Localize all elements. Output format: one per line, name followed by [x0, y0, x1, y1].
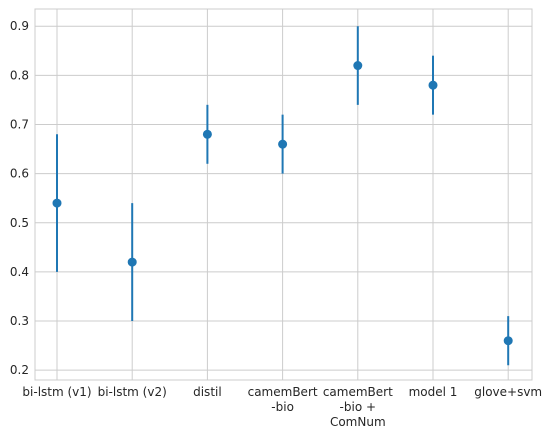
x-tick-label: model 1 — [409, 385, 458, 399]
data-point — [52, 198, 62, 208]
x-tick-label-line: camemBert — [323, 385, 393, 399]
y-tick-label: 0.4 — [10, 265, 29, 279]
x-tick-label-line: camemBert — [248, 385, 318, 399]
data-point — [278, 139, 288, 149]
x-tick-label-line: bi-lstm (v2) — [98, 385, 167, 399]
x-tick-label-line: model 1 — [409, 385, 458, 399]
x-tick-label-line: -bio + — [340, 400, 377, 414]
grid-layer — [35, 9, 532, 380]
axes-frame — [34, 8, 533, 381]
x-tick-label-line: ComNum — [330, 415, 386, 429]
y-tick-label: 0.9 — [10, 19, 29, 33]
x-tick-label: glove+svm — [474, 385, 542, 399]
y-tick-label: 0.5 — [10, 216, 29, 230]
x-tick-label-line: bi-lstm (v1) — [22, 385, 91, 399]
data-points — [52, 61, 513, 346]
x-tick-label: camemBert -bio — [248, 385, 318, 414]
x-tick-labels: bi-lstm (v1) bi-lstm (v2) distil camemBert -… — [22, 385, 542, 429]
data-point — [353, 61, 363, 71]
x-tick-label-line: -bio — [271, 400, 294, 414]
y-tick-label: 0.2 — [10, 363, 29, 377]
x-tick-label: camemBert -bio + ComNum — [323, 385, 393, 429]
data-point — [503, 336, 513, 346]
data-point — [127, 257, 137, 267]
data-point — [202, 129, 212, 139]
x-tick-label-line: distil — [193, 385, 222, 399]
y-tick-label: 0.8 — [10, 68, 29, 82]
y-tick-label: 0.6 — [10, 167, 29, 181]
x-tick-label: distil — [193, 385, 222, 399]
data-point — [428, 80, 438, 90]
x-tick-label-line: glove+svm — [474, 385, 542, 399]
plot-frame — [34, 8, 533, 381]
y-tick-label: 0.7 — [10, 117, 29, 131]
y-tick-labels: 0.2 0.3 0.4 0.5 0.6 0.7 0.8 0.9 — [10, 19, 29, 377]
x-tick-label: bi-lstm (v2) — [98, 385, 167, 399]
y-tick-label: 0.3 — [10, 314, 29, 328]
x-tick-label: bi-lstm (v1) — [22, 385, 91, 399]
